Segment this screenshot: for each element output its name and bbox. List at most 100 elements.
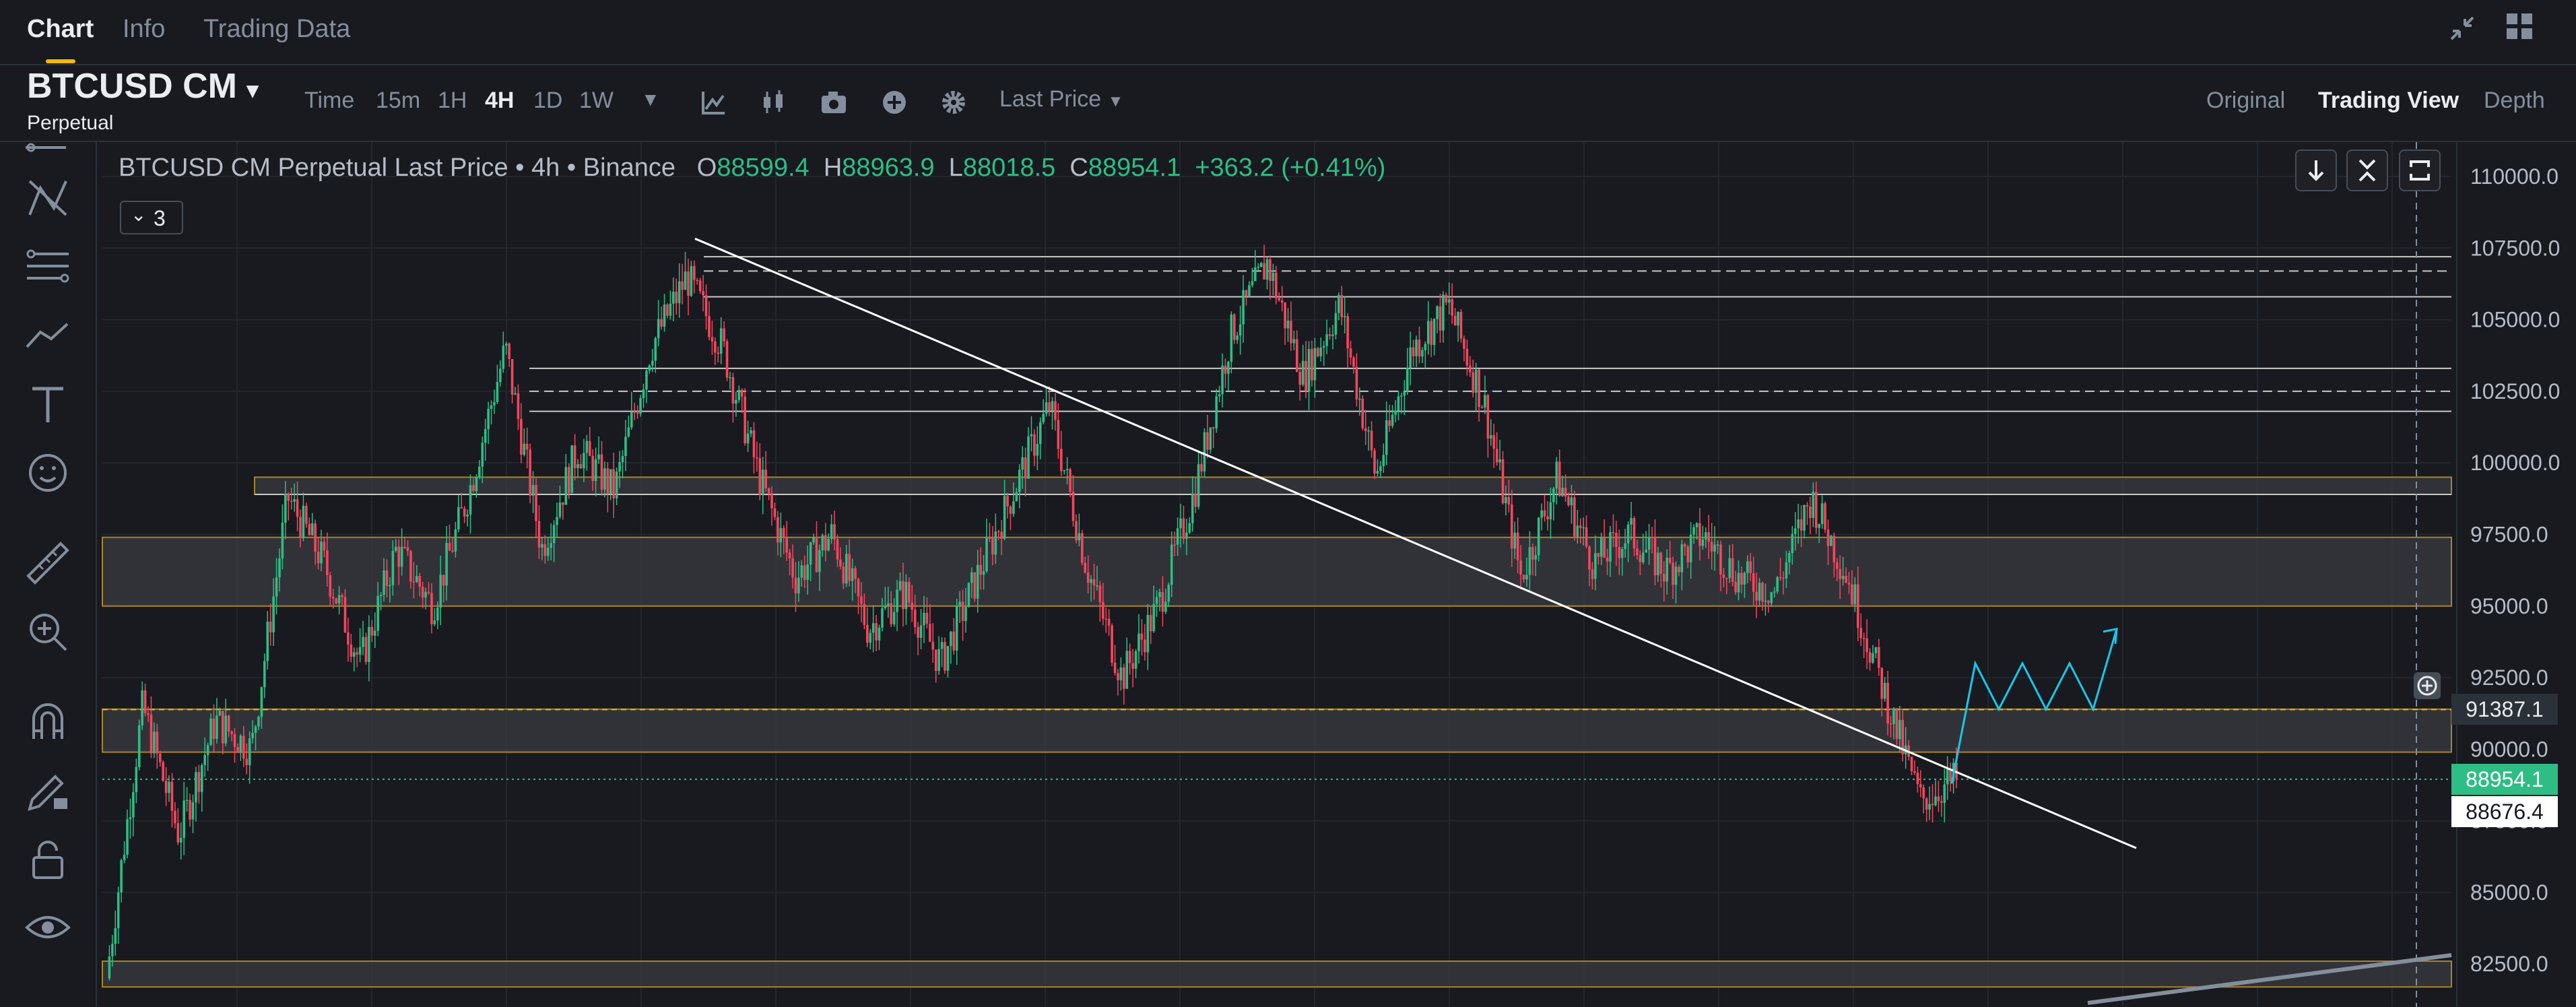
trend-icon[interactable]	[24, 312, 71, 359]
candle-body	[898, 581, 902, 590]
candle-body	[719, 328, 723, 354]
candle-body	[1382, 455, 1385, 467]
candle-body	[230, 732, 233, 734]
candle-body	[958, 602, 961, 606]
candle-body	[606, 468, 609, 494]
candle-body	[1065, 469, 1069, 471]
candle-body	[1128, 651, 1131, 663]
candle-body	[1653, 538, 1657, 576]
collapse-arrows-icon	[2358, 159, 2376, 182]
pencil-lock-icon[interactable]	[24, 767, 71, 814]
candle-body	[1865, 638, 1868, 653]
candle-body	[1092, 579, 1096, 586]
magnet-icon[interactable]	[24, 699, 71, 746]
candle-body	[1012, 501, 1015, 514]
interval-1d[interactable]: 1D	[533, 88, 563, 113]
text-icon[interactable]	[24, 381, 71, 428]
candle-body	[227, 715, 230, 732]
candle-body	[797, 577, 800, 594]
candle-body	[490, 405, 493, 410]
interval-time[interactable]: Time	[304, 88, 355, 113]
candle-body	[657, 319, 660, 339]
candle-body	[493, 401, 496, 405]
candle-body	[1069, 469, 1071, 492]
candle-body	[633, 412, 636, 413]
candle-body	[448, 543, 451, 551]
candle-type-icon[interactable]	[760, 89, 787, 116]
tab-info[interactable]: Info	[123, 15, 166, 43]
interval-4h[interactable]: 4H	[485, 88, 515, 113]
view-depth[interactable]: Depth	[2484, 88, 2545, 113]
eye-icon[interactable]	[24, 905, 71, 952]
lock-icon[interactable]	[24, 836, 71, 883]
candle-body	[320, 542, 323, 564]
symbol-subtitle: Perpetual	[27, 112, 114, 134]
indicator-toggle[interactable]: ⌄ 3	[120, 201, 183, 234]
candle-body	[466, 515, 469, 517]
candle-body	[1662, 573, 1665, 582]
candle-body	[1480, 407, 1484, 408]
candle-body	[1594, 553, 1597, 579]
candle-body	[725, 341, 729, 378]
candle-body	[871, 623, 875, 633]
layout-grid-icon[interactable]	[2505, 12, 2535, 42]
scroll-down-button[interactable]	[2295, 150, 2337, 191]
collapse-icon[interactable]	[2449, 15, 2476, 42]
candle-body	[836, 539, 839, 560]
symbol-name[interactable]: BTCUSD CM ▾	[27, 67, 259, 106]
candle-body	[624, 436, 627, 457]
view-original[interactable]: Original	[2206, 88, 2286, 113]
candle-body	[818, 550, 821, 573]
add-plus-icon[interactable]	[881, 89, 908, 116]
candle-body	[478, 466, 481, 478]
ruler-icon[interactable]	[24, 540, 71, 587]
candle-body	[892, 612, 896, 624]
reset-button[interactable]	[2399, 150, 2441, 191]
emoji-icon[interactable]	[24, 449, 71, 496]
tab-trading-data[interactable]: Trading Data	[203, 15, 351, 43]
zoom-icon[interactable]	[24, 608, 71, 655]
candle-body	[552, 525, 556, 544]
collapse-button[interactable]	[2346, 150, 2388, 191]
candle-body	[1797, 519, 1799, 529]
candle-body	[520, 418, 523, 455]
add-alert-button[interactable]	[2414, 672, 2441, 699]
candle-body	[1081, 533, 1084, 563]
candle-body	[400, 546, 403, 567]
refresh-icon	[2410, 160, 2430, 181]
candle-body	[510, 359, 514, 395]
candle-body	[1445, 294, 1448, 303]
candle-body	[1102, 602, 1104, 619]
interval-1h[interactable]: 1H	[438, 88, 467, 113]
candle-body	[693, 266, 696, 280]
pattern-icon[interactable]	[24, 174, 71, 222]
interval-15m[interactable]: 15m	[376, 88, 421, 113]
candle-body	[233, 734, 236, 747]
interval-more-chevron-icon[interactable]: ▼	[641, 89, 660, 110]
candle-body	[806, 564, 810, 580]
view-trading-view[interactable]: Trading View	[2318, 88, 2459, 113]
candle-body	[1027, 436, 1030, 479]
candle-body	[702, 291, 704, 296]
interval-1w[interactable]: 1W	[579, 88, 614, 113]
price-type-select[interactable]: Last Price ▼	[999, 86, 1124, 112]
candle-body	[1397, 396, 1400, 411]
candle-body	[1038, 422, 1042, 445]
fib-icon[interactable]	[24, 243, 71, 290]
candle-body	[1755, 591, 1758, 601]
candle-body	[1713, 544, 1716, 552]
candle-body	[848, 554, 851, 581]
candle-body	[331, 596, 335, 599]
price-chart[interactable]: 82500.085000.087500.090000.092500.095000…	[96, 142, 2576, 1007]
indicator-chart-icon[interactable]	[700, 89, 727, 116]
candle-body	[1424, 344, 1427, 350]
candle-body	[1603, 537, 1606, 558]
candle-body	[1018, 469, 1021, 492]
crosshair-icon[interactable]	[24, 138, 71, 185]
candle-body	[218, 711, 222, 716]
settings-gear-icon[interactable]	[940, 89, 967, 116]
candle-body	[281, 523, 284, 558]
candle-body	[1599, 537, 1603, 557]
tab-chart[interactable]: Chart	[27, 15, 94, 43]
camera-icon[interactable]	[820, 90, 847, 115]
